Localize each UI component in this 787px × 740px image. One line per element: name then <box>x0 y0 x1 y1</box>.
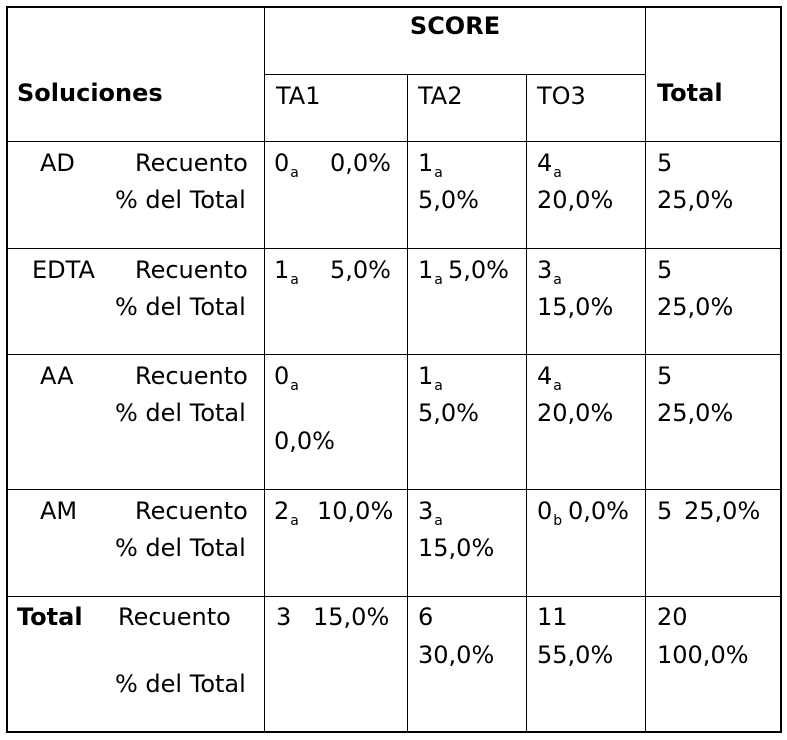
cell-ta2-pct: 5,0% <box>418 186 479 214</box>
column-header-ta2: TA2 <box>418 82 463 110</box>
cell-total-pct: 25,0% <box>657 293 734 321</box>
row-divider <box>6 489 782 490</box>
score-underline <box>264 74 646 75</box>
cell-total-count: 5 <box>657 256 673 284</box>
recuento-label: Recuento <box>135 362 248 390</box>
cell-ta2-pct: 5,0% <box>418 399 479 427</box>
cell-to3-pct: 20,0% <box>537 399 614 427</box>
cell-to3-count: 4a <box>537 149 562 181</box>
cell-ta2-pct: 5,0% <box>448 256 509 284</box>
recuento-label: Recuento <box>135 149 248 177</box>
pct-label: % del Total <box>115 399 246 427</box>
row-divider <box>6 141 782 142</box>
recuento-label: Recuento <box>135 256 248 284</box>
cell-to3-pct: 15,0% <box>537 293 614 321</box>
cell-ta1-pct: 10,0% <box>317 497 394 525</box>
cell-ta2-count: 1a <box>418 256 443 288</box>
cell-ta2-pct: 15,0% <box>418 534 495 562</box>
cell-ta2-count: 1a <box>418 149 443 181</box>
cell-ta1-pct: 5,0% <box>330 256 391 284</box>
cell-ta1-count: 0a <box>274 362 299 394</box>
row-label: EDTA <box>32 256 95 284</box>
cell-ta2-count: 1a <box>418 362 443 394</box>
table-border-right <box>780 6 782 733</box>
cell-ta1-count: 0a <box>274 149 299 181</box>
pct-label: % del Total <box>115 670 246 698</box>
cell-to3-pct: 55,0% <box>537 641 614 669</box>
cell-to3-count: 11 <box>537 603 568 631</box>
cell-total-pct: 100,0% <box>657 641 749 669</box>
cell-to3-count: 3a <box>537 256 562 288</box>
cell-ta2-count: 6 <box>418 603 434 631</box>
row-label: AM <box>40 497 78 525</box>
recuento-label: Recuento <box>135 497 248 525</box>
column-divider <box>645 6 646 733</box>
row-label: AA <box>40 362 74 390</box>
column-divider <box>407 74 408 733</box>
cell-total-pct: 25,0% <box>684 497 761 525</box>
column-header-ta1: TA1 <box>276 82 321 110</box>
column-header-to3: TO3 <box>537 82 586 110</box>
row-label: AD <box>40 149 75 177</box>
pct-label: % del Total <box>115 534 246 562</box>
total-header: Total <box>657 79 723 107</box>
table-border-left <box>6 6 8 733</box>
soluciones-header: Soluciones <box>17 79 163 107</box>
cell-ta2-pct: 30,0% <box>418 641 495 669</box>
cell-total-pct: 25,0% <box>657 399 734 427</box>
pct-label: % del Total <box>115 293 246 321</box>
table-border-bottom <box>6 731 782 733</box>
pct-label: % del Total <box>115 186 246 214</box>
cell-to3-pct: 0,0% <box>568 497 629 525</box>
cell-ta1-pct: 0,0% <box>330 149 391 177</box>
cell-ta1-count: 2a <box>274 497 299 529</box>
cell-total-count: 5 <box>657 497 673 525</box>
cell-ta1-count: 3 <box>276 603 292 631</box>
cell-to3-count: 4a <box>537 362 562 394</box>
cell-ta2-count: 3a <box>418 497 443 529</box>
score-header: SCORE <box>409 12 501 40</box>
cell-ta1-count: 1a <box>274 256 299 288</box>
row-divider <box>6 248 782 249</box>
cell-total-count: 20 <box>657 603 688 631</box>
cell-ta1-pct: 0,0% <box>274 427 335 455</box>
column-divider <box>526 74 527 733</box>
cell-total-pct: 25,0% <box>657 186 734 214</box>
row-divider <box>6 354 782 355</box>
total-row-label: Total <box>17 603 83 631</box>
cell-ta1-pct: 15,0% <box>313 603 390 631</box>
recuento-label: Recuento <box>118 603 231 631</box>
row-divider <box>6 596 782 597</box>
cell-total-count: 5 <box>657 362 673 390</box>
cell-total-count: 5 <box>657 149 673 177</box>
table-border-top <box>6 6 782 8</box>
column-divider <box>264 6 265 733</box>
cell-to3-pct: 20,0% <box>537 186 614 214</box>
cell-to3-count: 0b <box>537 497 563 529</box>
